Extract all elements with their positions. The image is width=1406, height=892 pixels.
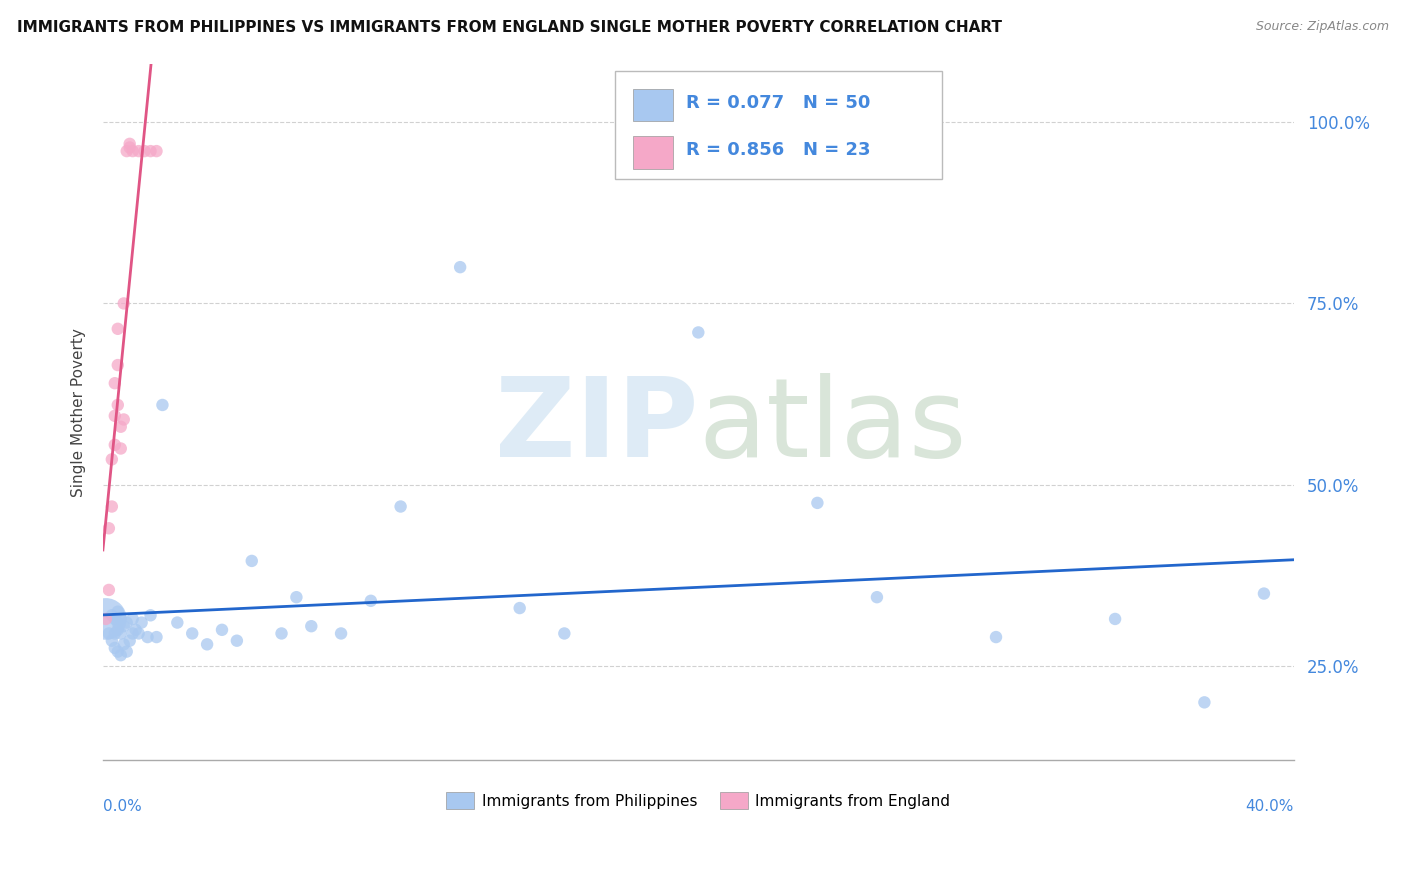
Point: [94, 612, 117, 626]
Point: [118, 136, 141, 151]
Text: ZIP: ZIP: [495, 373, 699, 480]
Point: [97, 626, 120, 640]
Point: [225, 633, 247, 648]
Point: [104, 612, 127, 626]
Point: [389, 500, 412, 514]
Point: [285, 590, 308, 604]
Point: [107, 615, 129, 630]
Point: [360, 594, 382, 608]
Point: [134, 144, 156, 158]
Text: 0.0%: 0.0%: [103, 798, 142, 814]
Point: [110, 626, 132, 640]
Point: [112, 412, 135, 426]
Point: [107, 358, 129, 372]
Point: [107, 644, 129, 658]
Point: [101, 608, 124, 623]
Text: IMMIGRANTS FROM PHILIPPINES VS IMMIGRANTS FROM ENGLAND SINGLE MOTHER POVERTY COR: IMMIGRANTS FROM PHILIPPINES VS IMMIGRANT…: [17, 20, 1002, 35]
Point: [509, 601, 531, 615]
Point: [115, 144, 138, 158]
Point: [270, 626, 292, 640]
Point: [101, 633, 124, 648]
Point: [104, 640, 127, 655]
Point: [688, 326, 710, 340]
Point: [330, 626, 353, 640]
Point: [1104, 612, 1126, 626]
Point: [166, 615, 188, 630]
Point: [107, 398, 129, 412]
Point: [110, 419, 132, 434]
Point: [121, 626, 143, 640]
Point: [104, 409, 127, 423]
Point: [110, 648, 132, 663]
Point: [107, 605, 129, 619]
Point: [299, 619, 322, 633]
Point: [449, 260, 471, 275]
FancyBboxPatch shape: [633, 136, 673, 169]
Point: [1253, 586, 1275, 600]
FancyBboxPatch shape: [614, 71, 942, 179]
Point: [145, 630, 167, 644]
Point: [110, 442, 132, 456]
Point: [152, 398, 174, 412]
Point: [101, 452, 124, 467]
Point: [97, 582, 120, 597]
Text: atlas: atlas: [699, 373, 967, 480]
Point: [124, 623, 146, 637]
Point: [131, 615, 153, 630]
Point: [240, 554, 263, 568]
Point: [195, 637, 218, 651]
Point: [118, 633, 141, 648]
Point: [984, 630, 1007, 644]
Point: [115, 615, 138, 630]
Point: [104, 376, 127, 391]
Point: [101, 500, 124, 514]
Point: [121, 144, 143, 158]
Point: [94, 612, 117, 626]
Point: [1194, 695, 1216, 709]
Point: [136, 630, 159, 644]
Point: [139, 608, 162, 623]
Point: [121, 612, 143, 626]
Point: [104, 438, 127, 452]
Point: [112, 296, 135, 310]
Legend: Immigrants from Philippines, Immigrants from England: Immigrants from Philippines, Immigrants …: [440, 786, 956, 815]
Point: [107, 623, 129, 637]
Point: [128, 144, 150, 158]
Point: [553, 626, 575, 640]
Point: [112, 637, 135, 651]
Point: [145, 144, 167, 158]
Text: R = 0.856   N = 23: R = 0.856 N = 23: [686, 141, 870, 160]
Y-axis label: Single Mother Poverty: Single Mother Poverty: [72, 327, 86, 497]
Text: 40.0%: 40.0%: [1246, 798, 1294, 814]
Text: Source: ZipAtlas.com: Source: ZipAtlas.com: [1256, 20, 1389, 33]
Point: [112, 619, 135, 633]
Point: [104, 626, 127, 640]
Point: [211, 623, 233, 637]
Point: [806, 496, 828, 510]
Text: R = 0.077   N = 50: R = 0.077 N = 50: [686, 94, 870, 112]
Point: [107, 322, 129, 336]
Point: [181, 626, 204, 640]
Point: [128, 626, 150, 640]
Point: [866, 590, 889, 604]
FancyBboxPatch shape: [633, 89, 673, 121]
Point: [139, 144, 162, 158]
Point: [118, 140, 141, 154]
Point: [97, 521, 120, 535]
Point: [110, 612, 132, 626]
Point: [115, 644, 138, 658]
